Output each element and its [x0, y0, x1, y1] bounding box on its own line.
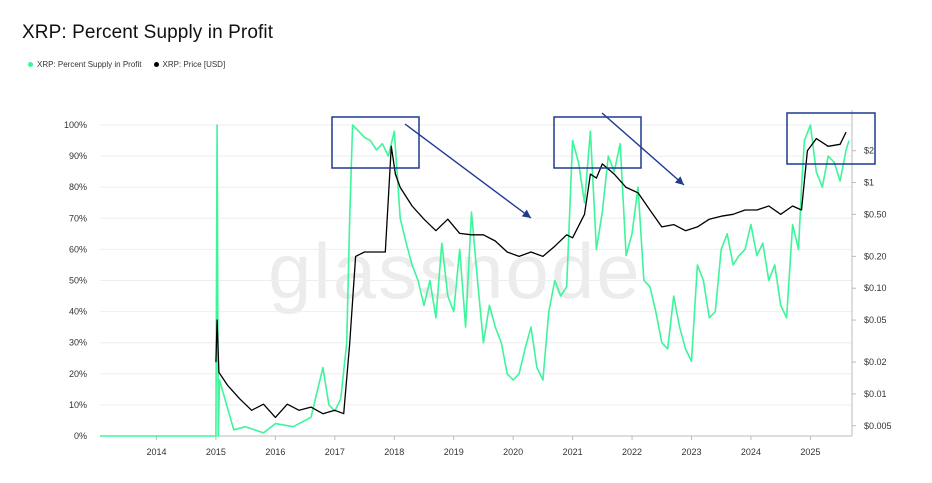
series-supply-in-profit-line: [100, 124, 850, 437]
x-tick-label: 2025: [800, 447, 820, 457]
y-left-tick-label: 40%: [69, 307, 87, 317]
y-left-tick-label: 20%: [69, 369, 87, 379]
legend-item-price[interactable]: XRP: Price [USD]: [153, 60, 226, 69]
y-right-tick-label: $0.20: [864, 251, 887, 261]
y-right-tick-label: $0.02: [864, 357, 887, 367]
y-left-tick-label: 60%: [69, 244, 87, 254]
y-left-tick-label: 30%: [69, 338, 87, 348]
x-tick-label: 2014: [146, 447, 166, 457]
y-right-tick-label: $0.01: [864, 389, 887, 399]
legend-label-supply: XRP: Percent Supply in Profit: [37, 60, 142, 69]
x-tick-label: 2016: [265, 447, 285, 457]
annotation-box-3: [786, 112, 876, 165]
y-right-tick-label: $2: [864, 146, 874, 156]
x-tick-label: 2022: [622, 447, 642, 457]
x-tick-label: 2023: [681, 447, 701, 457]
legend: XRP: Percent Supply in Profit XRP: Price…: [28, 60, 225, 69]
x-axis: 2014 2015 2016 2017 2018 2019 2020 2021 2022 2023…: [100, 435, 852, 457]
x-tick-label: 2015: [206, 447, 226, 457]
annotation-arrow-1: [404, 123, 532, 219]
y-left-tick-label: 50%: [69, 276, 87, 286]
annotation-arrow-2: [601, 112, 685, 186]
y-left-tick-label: 80%: [69, 182, 87, 192]
annotation-box-1: [331, 116, 420, 169]
gridlines: [100, 124, 852, 437]
x-tick-label: 2024: [741, 447, 761, 457]
y-right-tick-label: $0.10: [864, 283, 887, 293]
y-axis-left: 0% 10% 20% 30% 40% 50% 60% 70% 80% 90% 100%: [64, 120, 87, 441]
y-axis-right: $0.005 $0.01 $0.02 $0.05 $0.10 $0.20 $0.50 $1 $2: [851, 110, 892, 436]
x-tick-label: 2017: [325, 447, 345, 457]
y-right-tick-label: $0.50: [864, 209, 887, 219]
annotations: [331, 112, 876, 219]
x-tick-label: 2019: [444, 447, 464, 457]
x-tick-label: 2020: [503, 447, 523, 457]
x-tick-label: 2021: [563, 447, 583, 457]
x-tick-label: 2018: [384, 447, 404, 457]
y-left-tick-label: 10%: [69, 400, 87, 410]
y-left-tick-label: 0%: [74, 431, 87, 441]
y-right-tick-label: $0.05: [864, 315, 887, 325]
y-left-tick-label: 90%: [69, 151, 87, 161]
y-left-tick-label: 70%: [69, 213, 87, 223]
legend-label-price: XRP: Price [USD]: [162, 60, 226, 69]
annotation-box-2: [553, 116, 642, 169]
series-price-line: [215, 131, 847, 419]
legend-item-supply[interactable]: XRP: Percent Supply in Profit: [28, 60, 142, 69]
chart-title: XRP: Percent Supply in Profit: [22, 22, 274, 43]
y-right-tick-label: $1: [864, 178, 874, 188]
legend-dot-supply: [28, 62, 33, 67]
y-right-tick-label: $0.005: [864, 421, 892, 431]
legend-dot-price: [153, 62, 159, 67]
watermark: glassnode: [268, 227, 642, 315]
series-layer: [100, 124, 850, 437]
y-left-tick-label: 100%: [64, 120, 87, 130]
